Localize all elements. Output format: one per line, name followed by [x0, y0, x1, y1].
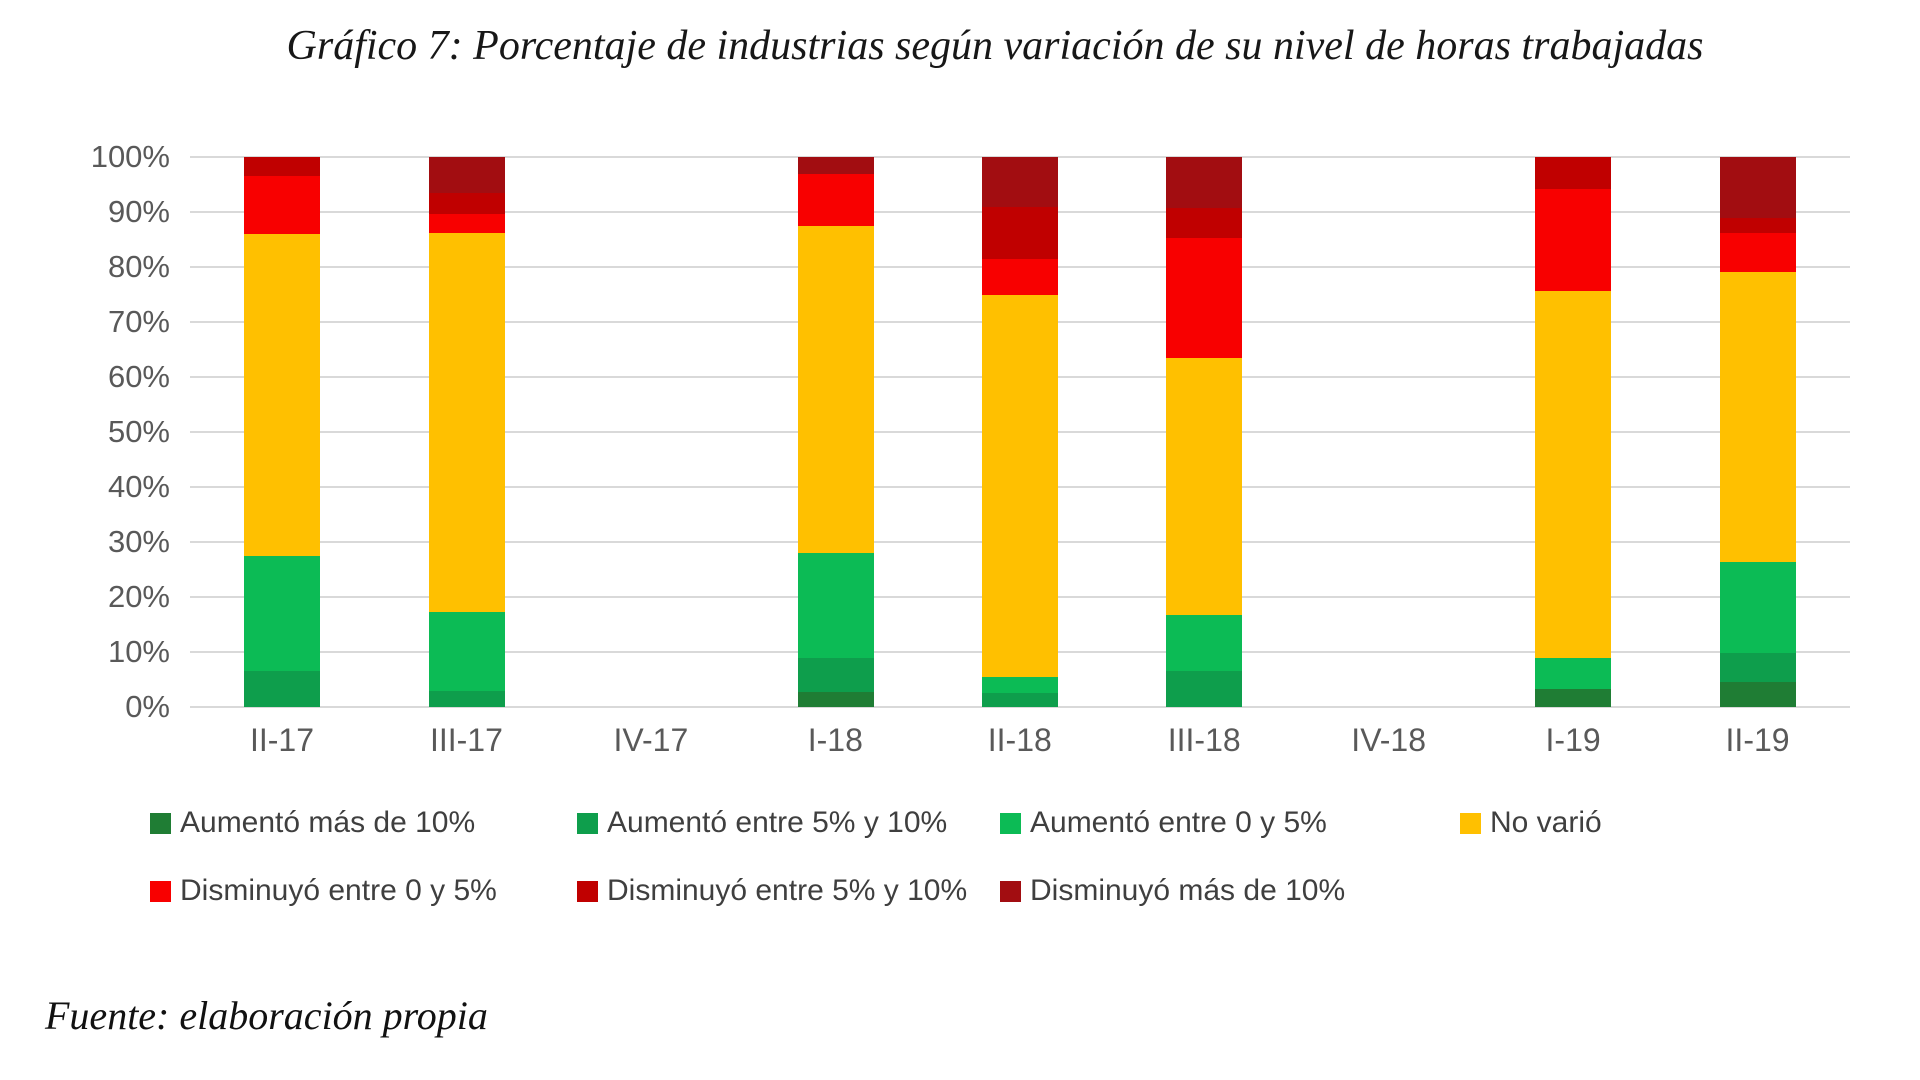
bar-column-I-19 — [1535, 157, 1612, 707]
bar-segment — [1719, 682, 1796, 707]
bar-segment — [1535, 188, 1612, 291]
legend-item: Disminuyó más de 10% — [1000, 874, 1345, 908]
legend-item: Aumentó más de 10% — [150, 806, 475, 840]
bar-segment — [244, 671, 321, 707]
legend-item: Aumentó entre 0 y 5% — [1000, 806, 1327, 840]
legend-item: Disminuyó entre 5% y 10% — [577, 874, 967, 908]
bar-segment — [1166, 357, 1243, 615]
legend-label: Disminuyó entre 5% y 10% — [607, 874, 968, 907]
gridline — [190, 706, 1850, 708]
x-axis-label: IV-17 — [613, 722, 689, 758]
y-axis-label: 0% — [125, 689, 170, 724]
bar-segment — [1535, 157, 1612, 189]
bar-segment — [982, 207, 1058, 259]
bar-segment — [428, 214, 505, 233]
bar-segment — [982, 693, 1058, 707]
bar-column-III-17 — [428, 157, 505, 707]
bar-segment — [1535, 290, 1612, 658]
bar-segment — [797, 692, 874, 707]
bar-segment — [244, 555, 321, 672]
legend-swatch — [150, 880, 171, 902]
bar-column-II-19 — [1719, 157, 1796, 707]
y-axis-label: 50% — [107, 414, 170, 449]
x-axis-label: I-19 — [1545, 722, 1601, 758]
y-axis-label: 30% — [107, 524, 170, 559]
bar-segment — [1166, 207, 1243, 238]
bar-segment — [1166, 237, 1243, 358]
legend-item: No varió — [1460, 806, 1602, 840]
legend-swatch — [1000, 812, 1021, 834]
bar-segment — [428, 157, 505, 193]
x-axis-label: III-18 — [1167, 722, 1241, 758]
bar-segment — [1719, 653, 1796, 683]
bar-segment — [1719, 562, 1796, 654]
chart-title: Gráfico 7: Porcentaje de industrias segú… — [286, 23, 1704, 69]
legend-item: Disminuyó entre 0 y 5% — [150, 874, 497, 908]
x-axis-label: II-18 — [987, 722, 1052, 758]
bar-segment — [982, 157, 1058, 208]
y-axis-label: 80% — [107, 249, 170, 284]
bar-column-II-17 — [244, 157, 321, 707]
bar-segment — [797, 157, 874, 174]
legend-label: No varió — [1490, 806, 1602, 839]
bar-segment — [797, 553, 874, 659]
bar-segment — [1719, 232, 1796, 272]
y-axis-label: 90% — [107, 194, 170, 229]
x-axis-label: II-19 — [1725, 722, 1790, 758]
bar-column-II-18 — [982, 157, 1058, 707]
bar-segment — [1166, 157, 1243, 208]
legend-swatch — [1460, 812, 1481, 834]
bar-segment — [244, 176, 321, 234]
bar-segment — [982, 676, 1058, 694]
legend-label: Disminuyó más de 10% — [1030, 874, 1346, 907]
source-note: Fuente: elaboración propia — [45, 993, 488, 1038]
bar-segment — [244, 234, 321, 556]
bar-segment — [428, 232, 505, 613]
x-axis-label: III-17 — [429, 722, 503, 758]
bar-segment — [982, 258, 1058, 295]
bar-column-III-18 — [1166, 157, 1243, 707]
bar-segment — [428, 612, 505, 692]
bar-segment — [1719, 271, 1796, 563]
legend-swatch — [1000, 880, 1021, 902]
bar-segment — [797, 173, 874, 226]
bar-segment — [428, 691, 505, 707]
bar-segment — [797, 658, 874, 693]
y-axis-label: 10% — [107, 634, 170, 669]
legend-swatch — [150, 812, 171, 834]
x-axis-label: IV-18 — [1351, 722, 1427, 758]
x-axis-label: I-18 — [807, 722, 863, 758]
bar-segment — [1719, 157, 1796, 218]
bar-segment — [244, 157, 321, 177]
y-axis-label: 70% — [107, 304, 170, 339]
bar-segment — [1535, 689, 1612, 707]
bar-column-IV-18 — [1351, 157, 1427, 707]
bar-column-I-18 — [797, 157, 874, 707]
legend-label: Disminuyó entre 0 y 5% — [180, 874, 497, 907]
y-axis-label: 100% — [90, 139, 170, 174]
legend-swatch — [577, 812, 598, 834]
y-axis-label: 20% — [107, 579, 170, 614]
y-axis-label: 60% — [107, 359, 170, 394]
bar-column-IV-17 — [613, 157, 689, 707]
legend-item: Aumentó entre 5% y 10% — [577, 806, 947, 840]
bar-segment — [1166, 671, 1243, 707]
legend-label: Aumentó entre 5% y 10% — [607, 806, 948, 839]
bar-segment — [1535, 657, 1612, 690]
y-axis-label: 40% — [107, 469, 170, 504]
legend-label: Aumentó más de 10% — [180, 806, 476, 839]
legend-label: Aumentó entre 0 y 5% — [1030, 806, 1327, 839]
bar-segment — [982, 294, 1058, 677]
gridline — [190, 156, 1850, 158]
bar-segment — [428, 192, 505, 215]
legend-swatch — [577, 880, 598, 902]
bar-segment — [1719, 217, 1796, 233]
bar-segment — [1166, 614, 1243, 672]
x-axis-label: II-17 — [249, 722, 315, 758]
bar-segment — [797, 225, 874, 553]
